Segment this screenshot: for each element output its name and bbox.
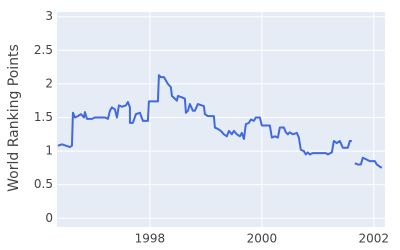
y-tick-label: 2.5	[34, 43, 53, 57]
x-tick-label: 2000	[247, 232, 278, 246]
line	[57, 74, 383, 169]
x-tick-label: 2002	[359, 232, 390, 246]
y-axis-label: World Ranking Points	[6, 44, 22, 192]
y-tick-label: 0	[45, 211, 53, 225]
y-tick-label: 1	[45, 144, 53, 158]
x-tick-label: 1998	[135, 232, 166, 246]
y-tick-label: 1.5	[34, 110, 53, 124]
y-tick-label: 0.5	[34, 177, 53, 191]
plot-background	[57, 12, 385, 227]
y-tick-label: 3	[45, 9, 53, 23]
y-tick-label: 2	[45, 76, 53, 90]
